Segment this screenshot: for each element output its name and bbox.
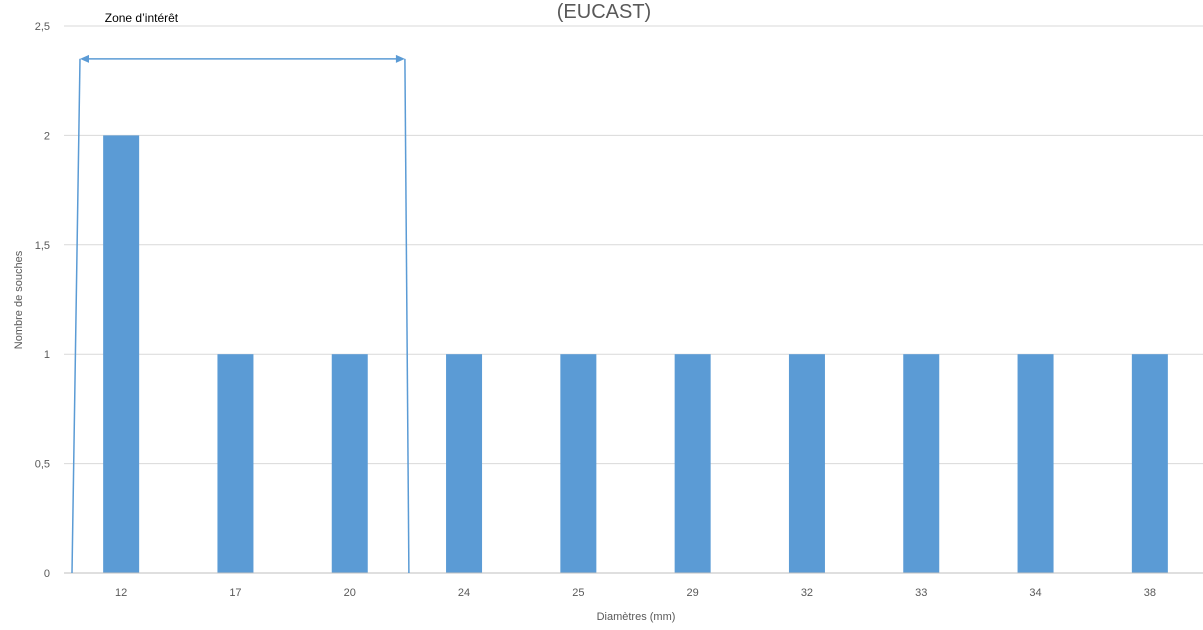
x-tick-label: 17	[229, 587, 241, 599]
x-tick-label: 12	[115, 587, 127, 599]
chart-title: (EUCAST)	[557, 1, 651, 23]
x-tick-label: 33	[915, 587, 927, 599]
zone-arrow-head-right	[395, 54, 405, 63]
zone-annotation: Zone d’intérêt	[71, 11, 410, 574]
bar-34	[1017, 354, 1054, 573]
x-tick-label: 32	[801, 587, 813, 599]
bar-38	[1131, 354, 1168, 573]
y-tick-label: 0,5	[35, 459, 50, 471]
bar-29	[674, 354, 711, 573]
y-tick-label: 1,5	[35, 240, 50, 252]
x-axis-title: Diamètres (mm)	[597, 611, 676, 623]
y-tick-label: 0	[44, 568, 50, 580]
zone-bracket-left	[71, 58, 81, 574]
bar-12	[103, 135, 140, 573]
y-axis-title: Nombre de souches	[13, 250, 25, 349]
bar-20	[331, 354, 368, 573]
bar-32	[788, 354, 825, 573]
y-tick-labels: 0 0,5 1 1,5 2 2,5	[35, 21, 50, 580]
x-tick-labels: 12 17 20 24 25 29 32 33 34 38	[115, 587, 1156, 599]
x-tick-label: 20	[344, 587, 356, 599]
bar-33	[903, 354, 940, 573]
x-tick-label: 25	[572, 587, 584, 599]
bar-25	[560, 354, 597, 573]
bar-24	[446, 354, 483, 573]
x-tick-label: 29	[687, 587, 699, 599]
x-tick-label: 24	[458, 587, 470, 599]
bars	[103, 135, 1168, 573]
zone-bracket-right	[404, 58, 410, 574]
bar-17	[217, 354, 254, 573]
y-tick-label: 1	[44, 349, 50, 361]
gridlines	[64, 25, 1203, 465]
x-tick-label: 38	[1144, 587, 1156, 599]
x-tick-label: 34	[1029, 587, 1041, 599]
zone-annotation-label: Zone d’intérêt	[105, 11, 179, 25]
zone-arrow-head-left	[80, 54, 89, 63]
y-tick-label: 2,5	[35, 21, 50, 33]
y-tick-label: 2	[44, 130, 50, 142]
